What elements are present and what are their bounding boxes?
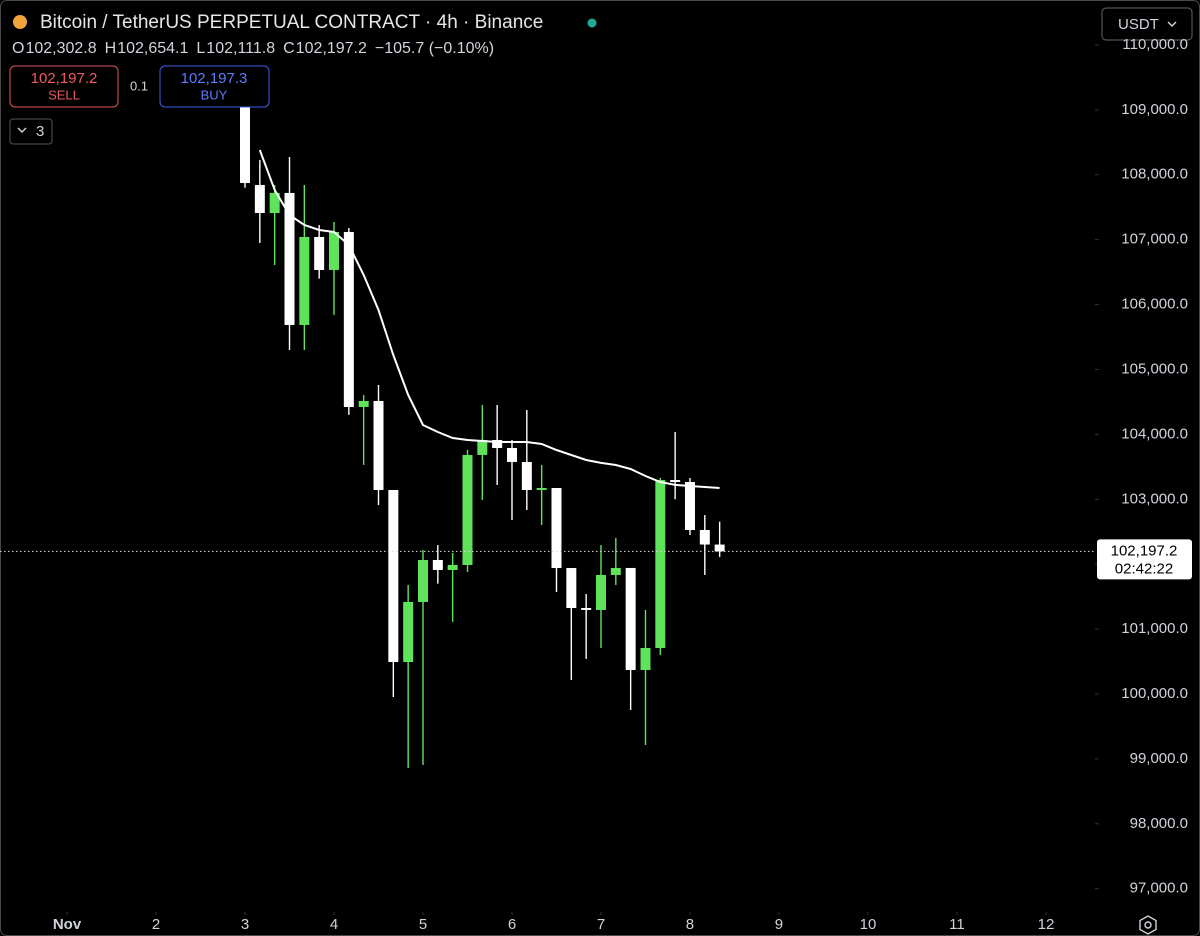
x-tick-label: Nov — [53, 916, 82, 933]
x-tick-label: 7 — [597, 916, 605, 933]
y-tick-label: 97,000.0 — [1130, 880, 1188, 897]
candle-body — [358, 400, 369, 407]
ohlc-key: O — [12, 40, 24, 57]
buy-button[interactable] — [159, 65, 270, 108]
candle-body — [254, 184, 265, 214]
y-tick-label: 109,000.0 — [1121, 101, 1188, 118]
candle-body — [492, 439, 503, 449]
ohlc-value: 102,111.8 — [206, 40, 275, 57]
candle-body — [477, 439, 488, 455]
ohlc-key: C — [283, 40, 295, 57]
candle-body — [655, 480, 666, 648]
candle-body — [343, 231, 354, 407]
x-tick-label: 10 — [860, 916, 877, 933]
y-tick-label: 101,000.0 — [1121, 620, 1188, 637]
buy-label[interactable]: BUY — [201, 87, 228, 102]
currency-select[interactable] — [1101, 7, 1193, 41]
last-price-label: 102,197.2 — [1111, 542, 1178, 559]
x-tick-label: 9 — [775, 916, 783, 933]
candle-body — [566, 568, 577, 608]
candle-body — [581, 608, 592, 610]
indicator-toggle[interactable] — [9, 118, 53, 145]
currency[interactable]: USDT — [1118, 16, 1159, 33]
candle-body — [506, 448, 517, 462]
candle-body — [521, 461, 532, 491]
buy-price[interactable]: 102,197.3 — [181, 70, 248, 87]
ohlc-value: 102,302.8 — [25, 40, 96, 57]
countdown: 02:42:22 — [1115, 560, 1173, 577]
x-tick-label: 11 — [949, 916, 965, 933]
x-tick-label: 3 — [241, 916, 249, 933]
candle-body — [403, 601, 414, 662]
candle-body — [299, 236, 310, 325]
x-tick-label: 12 — [1038, 916, 1055, 933]
candle-body — [610, 567, 621, 575]
y-tick-label: 99,000.0 — [1130, 750, 1188, 767]
market-status — [587, 18, 597, 28]
change: −105.7 (−0.10%) — [375, 40, 494, 57]
candle-body — [432, 559, 443, 570]
candle-body — [699, 529, 710, 545]
y-tick-label: 98,000.0 — [1130, 815, 1188, 832]
candle-body — [462, 454, 473, 565]
x-tick-label: 4 — [330, 916, 338, 933]
candle-body — [714, 544, 725, 552]
ohlc-value: 102,197.2 — [296, 40, 367, 57]
candle-body — [447, 564, 458, 570]
sell-label[interactable]: SELL — [48, 87, 80, 102]
candle-body — [595, 574, 606, 610]
candle-body — [625, 567, 636, 670]
candle-body — [269, 192, 280, 214]
settings-icon-center — [1144, 921, 1152, 929]
candle-body — [536, 487, 547, 491]
moving-average — [258, 149, 720, 489]
symbol-title: Bitcoin / TetherUS PERPETUAL CONTRACT · … — [40, 12, 543, 33]
plot — [0, 44, 1099, 915]
candle-body — [314, 236, 325, 270]
chevron-icon — [1167, 21, 1177, 27]
x-tick-label: 8 — [686, 916, 694, 933]
header: Bitcoin / TetherUS PERPETUAL CONTRACT · … — [9, 12, 597, 145]
candle-body — [240, 99, 251, 183]
ohlc-value: 102,654.1 — [117, 40, 188, 57]
candle-body — [684, 482, 695, 530]
x-tick-label: 2 — [152, 916, 160, 933]
candle-body — [417, 559, 428, 602]
y-tick-label: 108,000.0 — [1121, 166, 1188, 183]
y-tick-label: 100,000.0 — [1121, 685, 1188, 702]
candle-body — [551, 487, 562, 569]
y-tick-label: 103,000.0 — [1121, 490, 1188, 507]
y-tick-label: 107,000.0 — [1121, 231, 1188, 248]
candle-body — [373, 400, 384, 491]
x-tick-label: 6 — [508, 916, 516, 933]
candle-body — [388, 490, 399, 662]
quantity: 0.1 — [130, 78, 148, 93]
sell-button[interactable] — [9, 65, 119, 108]
ohlc-key: H — [105, 40, 117, 57]
candle-body — [670, 480, 681, 483]
x-tick-label: 5 — [419, 916, 427, 933]
last-price-tag — [1097, 539, 1192, 580]
settings-icon[interactable] — [1139, 915, 1157, 935]
sell-price[interactable]: 102,197.2 — [31, 70, 98, 87]
indicator-count[interactable]: 3 — [36, 123, 44, 140]
y-tick-label: 104,000.0 — [1121, 425, 1188, 442]
candle-body — [284, 192, 295, 325]
y-tick-label: 110,000.0 — [1122, 36, 1188, 53]
y-tick-label: 106,000.0 — [1121, 296, 1188, 313]
y-tick-label: 105,000.0 — [1121, 360, 1188, 377]
coin-icon — [13, 15, 27, 29]
ohlc-key: L — [196, 40, 205, 57]
ohlc-legend: O 102,302.8 H 102,654.1 L 102,111.8 C 102,197.2… — [12, 40, 494, 57]
candle-body — [640, 647, 651, 670]
candle-body — [328, 231, 339, 270]
chevron-icon — [17, 127, 27, 133]
